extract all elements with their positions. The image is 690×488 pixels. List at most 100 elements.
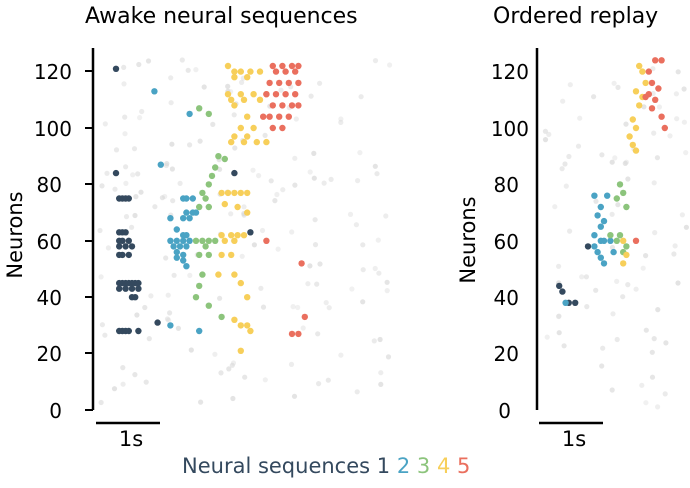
background-spike xyxy=(609,387,615,393)
background-spike xyxy=(231,112,237,118)
background-spike xyxy=(338,116,344,122)
background-spike xyxy=(615,84,621,90)
sequence-5-point xyxy=(260,113,267,120)
sequence-3-point xyxy=(623,203,630,211)
legend-label: Neural sequences xyxy=(182,454,371,478)
sequence-1-point xyxy=(125,195,132,202)
background-spike xyxy=(656,104,663,110)
sequence-5-point xyxy=(282,91,289,98)
background-spike xyxy=(612,155,618,161)
sequence-1-point xyxy=(122,243,129,250)
sequence-2-point xyxy=(597,203,604,211)
background-spike xyxy=(639,382,645,388)
background-spike xyxy=(372,265,378,272)
sequence-1-point xyxy=(132,294,139,301)
background-spike xyxy=(258,285,264,291)
sequence-5-point xyxy=(272,68,280,75)
background-spike xyxy=(187,142,193,148)
background-spike xyxy=(662,391,668,397)
sequence-4-point xyxy=(234,203,241,211)
sequence-4-point xyxy=(244,322,251,329)
background-spike xyxy=(104,170,110,176)
background-spike xyxy=(314,281,320,287)
background-spike xyxy=(113,147,120,153)
sequence-3-point xyxy=(196,203,203,211)
background-spike xyxy=(143,379,149,385)
left-scalebar-label: 1s xyxy=(119,427,143,450)
background-spike xyxy=(556,263,562,269)
background-spike xyxy=(321,180,327,186)
sequence-5-point xyxy=(292,91,299,98)
background-spike xyxy=(152,204,158,210)
background-spike xyxy=(146,336,152,342)
sequence-5-point xyxy=(266,79,273,87)
left-ytick-100: 100 xyxy=(34,117,72,141)
sequence-5-point xyxy=(645,68,652,75)
sequence-5-point xyxy=(658,57,665,64)
right-ytick-20: 20 xyxy=(494,342,519,366)
sequence-5-point xyxy=(279,124,286,132)
background-spike xyxy=(130,172,136,178)
background-spike xyxy=(667,133,673,139)
sequence-4-point xyxy=(237,124,244,132)
background-spike xyxy=(593,287,599,293)
background-spike xyxy=(542,128,549,134)
background-spike xyxy=(262,132,268,138)
sequence-2-point xyxy=(594,248,601,256)
sequence-5-point xyxy=(295,62,302,70)
background-spike xyxy=(122,114,128,120)
sequence-1-point xyxy=(125,237,132,244)
sequence-4-point xyxy=(218,232,225,239)
sequence-4-point xyxy=(623,251,630,259)
sequence-4-point xyxy=(224,189,232,197)
background-spike xyxy=(546,131,552,137)
background-spike xyxy=(175,325,181,331)
background-spike xyxy=(544,334,550,340)
background-spike xyxy=(591,94,597,100)
sequence-3-point xyxy=(221,155,228,163)
background-spike xyxy=(210,121,216,127)
sequence-4-point xyxy=(218,251,225,259)
background-spike xyxy=(577,115,583,121)
background-spike xyxy=(338,352,344,358)
background-spike xyxy=(136,61,142,68)
background-spike xyxy=(188,347,194,353)
background-spike xyxy=(228,211,234,217)
sequence-3-point xyxy=(199,237,206,244)
sequence-4-point xyxy=(629,116,636,123)
background-spike xyxy=(312,217,318,223)
sequence-3-point xyxy=(199,271,206,278)
sequence-2-point xyxy=(173,254,180,261)
background-spike xyxy=(242,374,248,380)
background-spike xyxy=(360,242,366,248)
background-spike xyxy=(98,274,104,280)
background-spike xyxy=(142,304,148,311)
sequence-3-point xyxy=(620,189,627,197)
background-spike xyxy=(102,332,108,338)
background-spike xyxy=(567,228,573,234)
background-spike xyxy=(620,294,626,300)
background-spike xyxy=(120,365,126,371)
sequence-5-point xyxy=(279,62,286,70)
background-spike xyxy=(378,370,384,376)
sequence-3-point xyxy=(196,105,203,112)
right-panel-title: Ordered replay xyxy=(493,4,659,29)
sequence-4-point xyxy=(228,96,235,104)
sequence-4-point xyxy=(642,79,649,87)
background-spike xyxy=(675,280,681,286)
sequence-4-point xyxy=(244,113,251,120)
sequence-3-point xyxy=(205,181,212,188)
background-spike xyxy=(256,173,262,179)
background-spike xyxy=(328,176,334,182)
background-spike xyxy=(561,343,567,349)
background-spike xyxy=(259,227,266,234)
sequence-2-point xyxy=(180,251,187,259)
right-ytick-40: 40 xyxy=(494,286,519,310)
right-ytick-100: 100 xyxy=(491,117,529,141)
sequence-2-point xyxy=(196,327,203,335)
background-spike xyxy=(163,255,169,261)
background-spike xyxy=(138,189,144,195)
right-y-ticks: 0 20 40 60 80 100 120 xyxy=(491,60,529,423)
sequence-4-point xyxy=(218,189,225,197)
background-spike xyxy=(357,150,363,156)
